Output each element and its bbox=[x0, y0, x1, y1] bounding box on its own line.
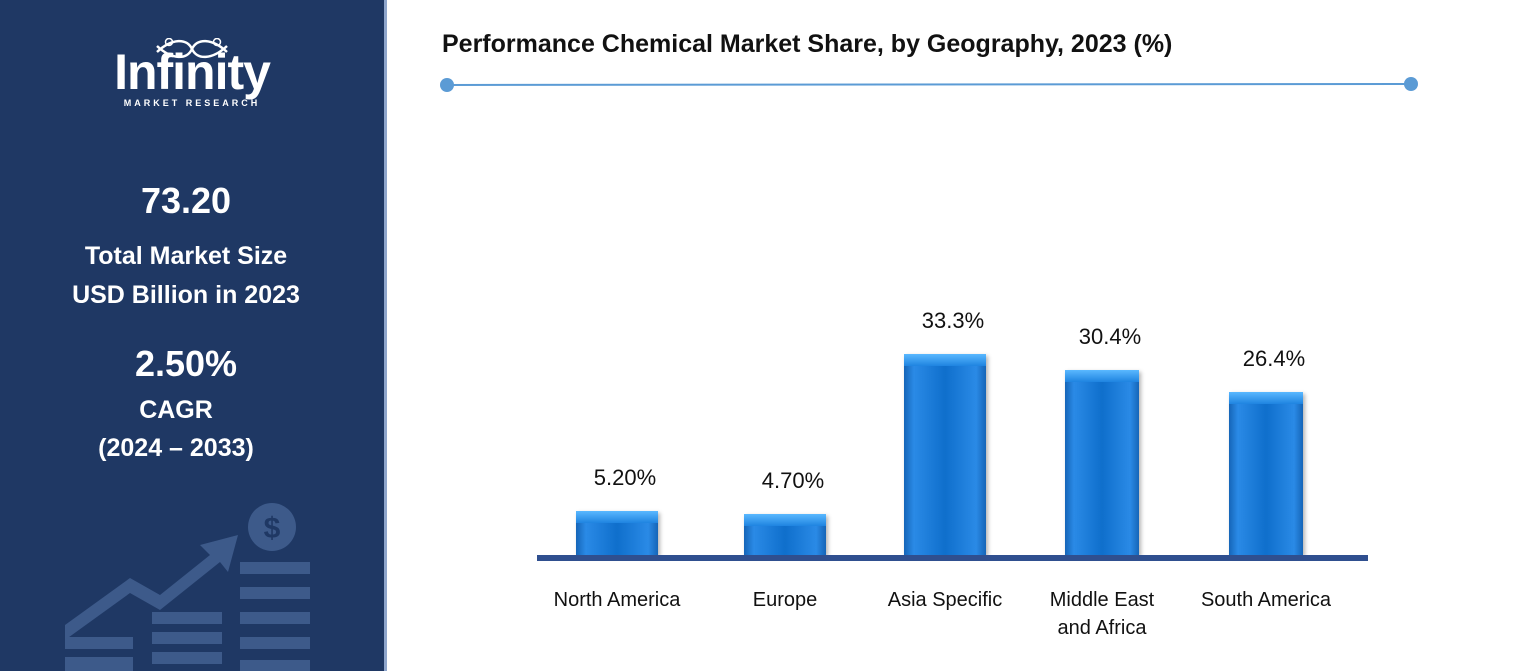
data-label: 33.3% bbox=[921, 307, 985, 333]
category-label: North America bbox=[553, 589, 681, 611]
data-label: 26.4% bbox=[1242, 346, 1306, 372]
category-label: South America bbox=[1200, 589, 1332, 611]
market-size-unit: USD Billion in 2023 bbox=[72, 281, 300, 309]
category-label: Middle East and Africa bbox=[1049, 589, 1155, 639]
market-size-value: 73.20 bbox=[140, 180, 232, 221]
bar-3 bbox=[1065, 369, 1139, 555]
growth-chart-dollar-icon: $ bbox=[65, 503, 310, 671]
market-size-label: Total Market Size bbox=[84, 242, 288, 270]
category-label: Europe bbox=[752, 589, 818, 611]
cagr-period: (2024 – 2033) bbox=[98, 434, 254, 462]
category-label: Asia Specific bbox=[887, 589, 1003, 611]
bar-0 bbox=[576, 510, 658, 555]
svg-text:$: $ bbox=[264, 512, 281, 545]
cagr-value: 2.50% bbox=[134, 343, 238, 384]
data-label: 4.70% bbox=[761, 467, 825, 493]
bar-4 bbox=[1229, 392, 1303, 555]
cagr-label: CAGR bbox=[139, 396, 213, 424]
sidebar: Infinity MARKET RESEARCH 73.20 Total Mar… bbox=[0, 0, 387, 671]
chart-title: Performance Chemical Market Share, by Ge… bbox=[442, 30, 1173, 58]
infinity-symbol-icon bbox=[156, 38, 228, 59]
bar-1 bbox=[744, 513, 826, 555]
x-axis-line bbox=[537, 555, 1368, 561]
logo-text: Infinity bbox=[114, 44, 271, 100]
chart: Performance Chemical Market Share, by Ge… bbox=[387, 0, 1525, 671]
logo-tagline: MARKET RESEARCH bbox=[123, 98, 261, 108]
title-underline bbox=[440, 77, 1418, 92]
data-label: 5.20% bbox=[593, 464, 657, 490]
logo: Infinity MARKET RESEARCH bbox=[0, 38, 384, 108]
data-label: 30.4% bbox=[1078, 323, 1142, 349]
bar-2 bbox=[904, 353, 986, 555]
